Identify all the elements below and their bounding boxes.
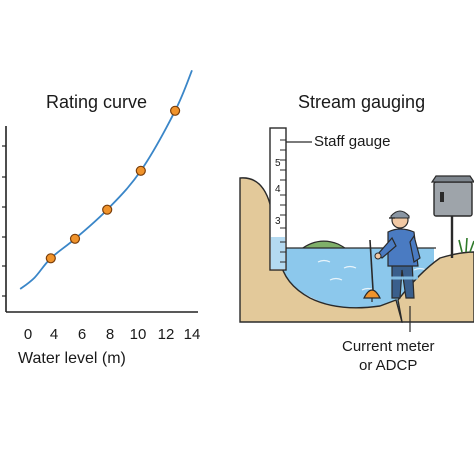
x-tick-label: 8 [106,326,114,343]
rating-curve-title: Rating curve [46,92,148,112]
y-axis-ticks [2,145,6,297]
stream-gauging-illustration: 5 4 3 [239,127,474,332]
data-point-1 [45,253,56,264]
data-point-2 [69,233,81,244]
staff-mark-3: 3 [275,216,281,227]
staff-gauge-label: Staff gauge [314,133,391,150]
staff-mark-5: 5 [275,158,281,169]
staff-gauge: 5 4 3 [269,127,287,271]
x-tick-label: 14 [184,326,201,343]
hydrologist-figure [374,210,421,299]
current-meter-label: Current meter [342,338,435,355]
current-meter [363,239,381,302]
x-tick-label: 10 [130,326,147,343]
x-tick-label: 4 [50,326,58,343]
x-axis-title: Water level (m) [18,350,126,367]
x-tick-label: 12 [158,326,175,343]
gauging-station-box [430,175,474,258]
x-tick-label: 0 [24,326,32,343]
staff-mark-4: 4 [275,184,281,195]
x-tick-label: 6 [78,326,86,343]
data-point-5 [170,105,181,116]
grass [458,237,474,253]
stream-gauging-title: Stream gauging [298,92,426,112]
data-point-3 [102,204,113,215]
rating-curve-line [19,69,193,290]
rating-curve-chart: 0 4 6 8 10 12 14 [2,69,201,343]
data-point-4 [135,165,146,176]
adcp-label: or ADCP [359,357,418,374]
